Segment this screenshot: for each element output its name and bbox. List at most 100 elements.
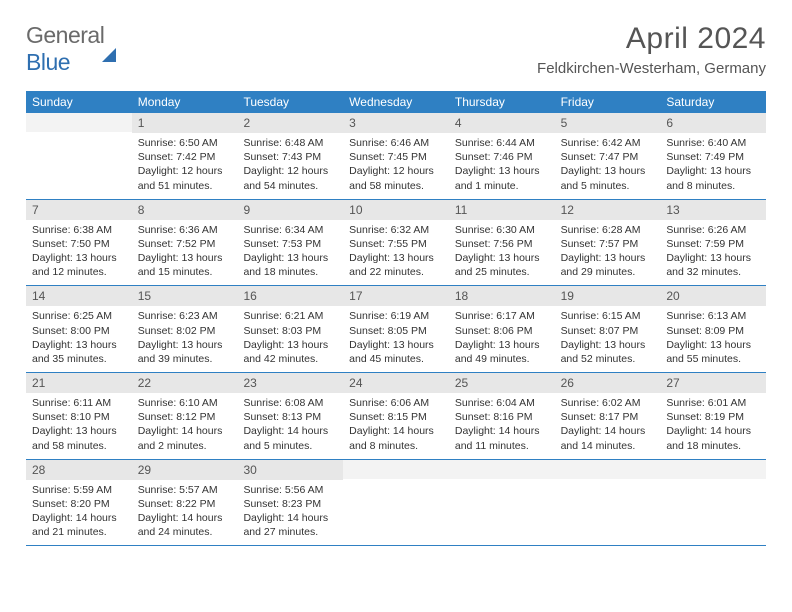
daylight-text: Daylight: 13 hours and 58 minutes. xyxy=(32,424,126,452)
day-number: 24 xyxy=(343,373,449,393)
sunset-text: Sunset: 8:16 PM xyxy=(455,410,549,424)
day-cell: 29Sunrise: 5:57 AMSunset: 8:22 PMDayligh… xyxy=(132,460,238,546)
day-number: 1 xyxy=(132,113,238,133)
daylight-text: Daylight: 13 hours and 22 minutes. xyxy=(349,251,443,279)
sunset-text: Sunset: 8:15 PM xyxy=(349,410,443,424)
day-number: 26 xyxy=(555,373,661,393)
day-number: 8 xyxy=(132,200,238,220)
day-number: 28 xyxy=(26,460,132,480)
sunrise-text: Sunrise: 6:50 AM xyxy=(138,136,232,150)
day-number: 17 xyxy=(343,286,449,306)
day-number: 22 xyxy=(132,373,238,393)
sunrise-text: Sunrise: 6:08 AM xyxy=(243,396,337,410)
sunset-text: Sunset: 7:53 PM xyxy=(243,237,337,251)
sunset-text: Sunset: 8:09 PM xyxy=(666,324,760,338)
daylight-text: Daylight: 13 hours and 32 minutes. xyxy=(666,251,760,279)
day-number: 7 xyxy=(26,200,132,220)
day-number: 30 xyxy=(237,460,343,480)
day-details: Sunrise: 6:11 AMSunset: 8:10 PMDaylight:… xyxy=(26,393,132,459)
sunrise-text: Sunrise: 5:57 AM xyxy=(138,483,232,497)
day-details: Sunrise: 6:04 AMSunset: 8:16 PMDaylight:… xyxy=(449,393,555,459)
daylight-text: Daylight: 13 hours and 29 minutes. xyxy=(561,251,655,279)
sunset-text: Sunset: 8:20 PM xyxy=(32,497,126,511)
empty-cell xyxy=(343,460,449,546)
daylight-text: Daylight: 14 hours and 8 minutes. xyxy=(349,424,443,452)
daylight-text: Daylight: 13 hours and 12 minutes. xyxy=(32,251,126,279)
sunrise-text: Sunrise: 6:19 AM xyxy=(349,309,443,323)
day-details: Sunrise: 6:32 AMSunset: 7:55 PMDaylight:… xyxy=(343,220,449,286)
daylight-text: Daylight: 13 hours and 5 minutes. xyxy=(561,164,655,192)
sunset-text: Sunset: 8:03 PM xyxy=(243,324,337,338)
sunset-text: Sunset: 7:45 PM xyxy=(349,150,443,164)
header: General Blue April 2024 Feldkirchen-West… xyxy=(26,22,766,77)
sunset-text: Sunset: 7:50 PM xyxy=(32,237,126,251)
day-number: 25 xyxy=(449,373,555,393)
sunrise-text: Sunrise: 6:36 AM xyxy=(138,223,232,237)
sunset-text: Sunset: 8:22 PM xyxy=(138,497,232,511)
sunrise-text: Sunrise: 6:17 AM xyxy=(455,309,549,323)
week-row: 7Sunrise: 6:38 AMSunset: 7:50 PMDaylight… xyxy=(26,200,766,287)
daylight-text: Daylight: 14 hours and 21 minutes. xyxy=(32,511,126,539)
sunset-text: Sunset: 8:10 PM xyxy=(32,410,126,424)
day-details: Sunrise: 5:57 AMSunset: 8:22 PMDaylight:… xyxy=(132,480,238,546)
day-number xyxy=(26,113,132,132)
day-details: Sunrise: 6:26 AMSunset: 7:59 PMDaylight:… xyxy=(660,220,766,286)
empty-cell xyxy=(26,113,132,199)
logo-triangle-icon xyxy=(102,22,116,62)
sunset-text: Sunset: 7:42 PM xyxy=(138,150,232,164)
day-cell: 17Sunrise: 6:19 AMSunset: 8:05 PMDayligh… xyxy=(343,286,449,372)
day-number: 10 xyxy=(343,200,449,220)
sunrise-text: Sunrise: 6:15 AM xyxy=(561,309,655,323)
day-cell: 4Sunrise: 6:44 AMSunset: 7:46 PMDaylight… xyxy=(449,113,555,199)
sunrise-text: Sunrise: 6:10 AM xyxy=(138,396,232,410)
sunrise-text: Sunrise: 6:26 AM xyxy=(666,223,760,237)
day-cell: 11Sunrise: 6:30 AMSunset: 7:56 PMDayligh… xyxy=(449,200,555,286)
daylight-text: Daylight: 12 hours and 51 minutes. xyxy=(138,164,232,192)
day-cell: 14Sunrise: 6:25 AMSunset: 8:00 PMDayligh… xyxy=(26,286,132,372)
sunrise-text: Sunrise: 6:02 AM xyxy=(561,396,655,410)
day-cell: 21Sunrise: 6:11 AMSunset: 8:10 PMDayligh… xyxy=(26,373,132,459)
sunrise-text: Sunrise: 5:59 AM xyxy=(32,483,126,497)
sunrise-text: Sunrise: 6:48 AM xyxy=(243,136,337,150)
week-row: 14 Sunrise: 6:25 AMSunset: 8:00 PM Dayligh… xyxy=(26,286,766,373)
day-number xyxy=(449,460,555,479)
week-row: 28Sunrise: 5:59 AMSunset: 8:20 PMDayligh… xyxy=(26,460,766,547)
daylight-text: Daylight: 12 hours and 54 minutes. xyxy=(243,164,337,192)
day-details: Sunrise: 6:50 AMSunset: 7:42 PMDaylight:… xyxy=(132,133,238,199)
logo: General Blue xyxy=(26,22,116,76)
sunrise-text: Sunrise: 6:04 AM xyxy=(455,396,549,410)
sunset-text: Sunset: 8:00 PM xyxy=(32,324,126,338)
day-details: Sunrise: 6:06 AMSunset: 8:15 PMDaylight:… xyxy=(343,393,449,459)
sunset-text: Sunset: 8:13 PM xyxy=(243,410,337,424)
title-block: April 2024 Feldkirchen-Westerham, German… xyxy=(537,22,766,77)
sunrise-text: Sunrise: 6:42 AM xyxy=(561,136,655,150)
day-number: 21 xyxy=(26,373,132,393)
day-details: Sunrise: 6:38 AMSunset: 7:50 PMDaylight:… xyxy=(26,220,132,286)
logo-text-2: Blue xyxy=(26,49,70,75)
calendar: SundayMondayTuesdayWednesdayThursdayFrid… xyxy=(26,91,766,546)
logo-text-1: General xyxy=(26,22,104,48)
day-cell: 28 Sunrise: 5:59 AMSunset: 8:20 PMDayligh… xyxy=(26,460,132,546)
day-cell: 15Sunrise: 6:23 AMSunset: 8:02 PMDayligh… xyxy=(132,286,238,372)
day-details: Sunrise: 6:36 AMSunset: 7:52 PMDaylight:… xyxy=(132,220,238,286)
day-cell: 23Sunrise: 6:08 AMSunset: 8:13 PMDayligh… xyxy=(237,373,343,459)
weekday-row: SundayMondayTuesdayWednesdayThursdayFrid… xyxy=(26,91,766,113)
day-details: Sunrise: 6:15 AMSunset: 8:07 PMDaylight:… xyxy=(555,306,661,372)
sunrise-text: Sunrise: 6:25 AM xyxy=(32,309,126,323)
daylight-text: Daylight: 14 hours and 11 minutes. xyxy=(455,424,549,452)
day-cell: 1Sunrise: 6:50 AMSunset: 7:42 PMDaylight… xyxy=(132,113,238,199)
day-number xyxy=(555,460,661,479)
sunrise-text: Sunrise: 6:28 AM xyxy=(561,223,655,237)
day-number: 14 xyxy=(26,286,132,306)
day-number: 5 xyxy=(555,113,661,133)
day-cell: 18Sunrise: 6:17 AMSunset: 8:06 PMDayligh… xyxy=(449,286,555,372)
daylight-text: Daylight: 13 hours and 49 minutes. xyxy=(455,338,549,366)
daylight-text: Daylight: 14 hours and 24 minutes. xyxy=(138,511,232,539)
daylight-text: Daylight: 13 hours and 8 minutes. xyxy=(666,164,760,192)
weekday-monday: Monday xyxy=(132,91,238,113)
day-cell: 24Sunrise: 6:06 AMSunset: 8:15 PMDayligh… xyxy=(343,373,449,459)
day-details: Sunrise: 6:30 AMSunset: 7:56 PMDaylight:… xyxy=(449,220,555,286)
day-number: 6 xyxy=(660,113,766,133)
sunrise-text: Sunrise: 6:06 AM xyxy=(349,396,443,410)
day-number: 29 xyxy=(132,460,238,480)
